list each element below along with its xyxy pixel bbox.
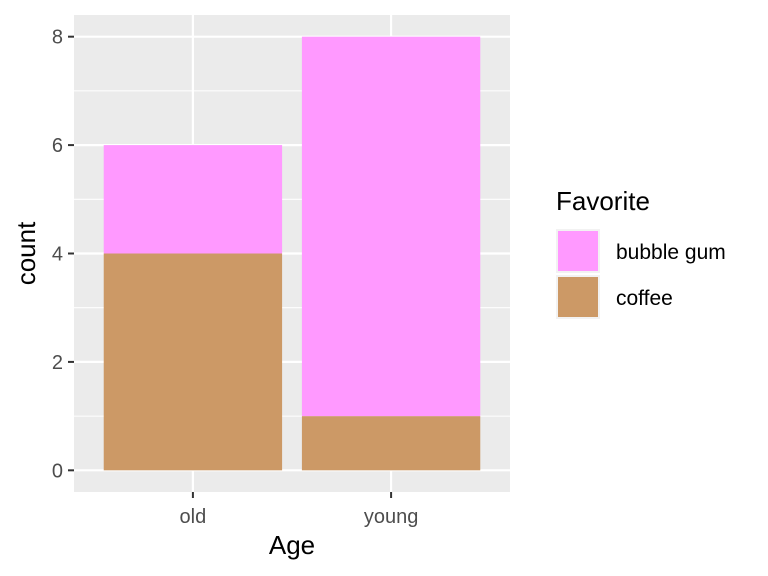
y-tick-label: 4 xyxy=(52,244,63,266)
legend-key-coffee xyxy=(558,277,598,317)
y-tick-label: 6 xyxy=(52,135,63,157)
bar-young-coffee xyxy=(301,416,481,471)
y-axis: 0 2 4 6 8 xyxy=(52,27,74,482)
legend-key-bubble-gum xyxy=(558,231,598,271)
legend-label: bubble gum xyxy=(616,241,726,264)
legend: Favorite bubble gum coffee xyxy=(556,186,726,319)
legend-label: coffee xyxy=(616,287,673,310)
x-axis: old young xyxy=(180,492,419,528)
x-axis-title: Age xyxy=(269,530,315,560)
y-axis-title: count xyxy=(11,221,41,285)
legend-title: Favorite xyxy=(556,186,650,216)
bar-young-bubble-gum xyxy=(301,36,481,417)
bar-old-coffee xyxy=(103,253,283,471)
bar-old-bubble-gum xyxy=(103,145,283,254)
x-tick-label-young: young xyxy=(364,506,419,528)
y-tick-label: 2 xyxy=(52,352,63,374)
x-tick-label-old: old xyxy=(180,506,207,528)
bars xyxy=(103,36,481,471)
y-tick-label: 0 xyxy=(52,460,63,482)
y-tick-label: 8 xyxy=(52,27,63,49)
